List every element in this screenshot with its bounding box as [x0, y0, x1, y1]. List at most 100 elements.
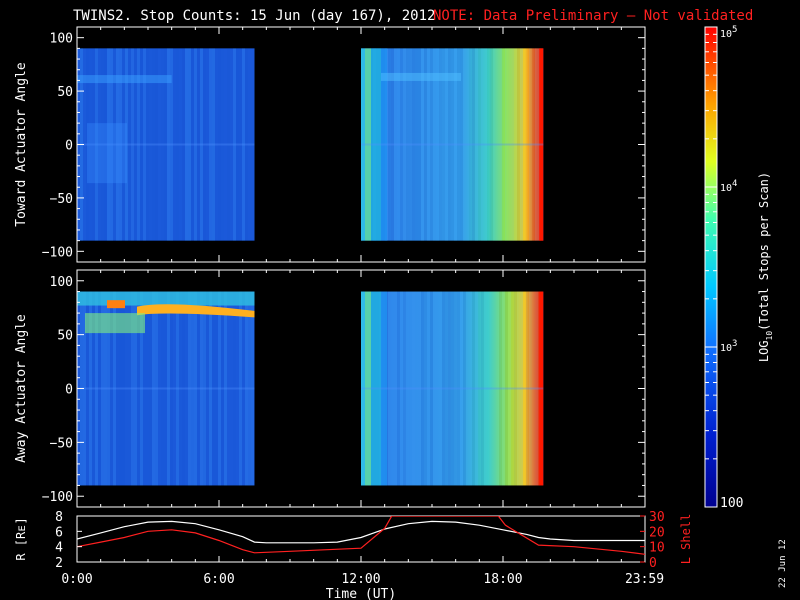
heatmap-stripe	[511, 291, 514, 486]
heatmap-stripe	[472, 291, 475, 486]
heatmap-stripe	[454, 48, 457, 241]
heatmap-stripe	[197, 291, 200, 486]
y-tick-label: 0	[65, 139, 73, 154]
heatmap-stripe	[251, 291, 254, 486]
heatmap-stripe	[481, 48, 484, 241]
heatmap-stripe	[475, 48, 478, 241]
heatmap-stripe	[466, 48, 469, 241]
heatmap-stripe	[427, 291, 430, 486]
heatmap-stripe	[101, 48, 104, 241]
heatmap-stripe	[505, 291, 508, 486]
heatmap-stripe	[248, 291, 251, 486]
heatmap-stripe	[209, 291, 212, 486]
heatmap-stripe	[206, 48, 209, 241]
heatmap-stripe	[436, 291, 439, 486]
heatmap-stripe	[110, 48, 113, 241]
colorbar-tick-exp: 4	[732, 179, 737, 189]
heatmap-stripe	[469, 291, 472, 486]
heatmap-stripe	[194, 48, 197, 241]
colorbar-tick-base: 10	[720, 343, 732, 354]
heatmap-stripe	[469, 48, 472, 241]
heatmap-stripe	[475, 291, 478, 486]
heatmap-fill	[361, 291, 544, 486]
heatmap-stripe	[463, 291, 466, 486]
heatmap-stripe	[499, 48, 502, 241]
zero-band	[77, 387, 255, 390]
y-tick-label: 100	[50, 275, 73, 290]
heatmap-stripe	[158, 291, 161, 486]
heatmap-stripe	[517, 48, 520, 241]
heatmap-stripe	[170, 291, 173, 486]
heatmap-stripe	[191, 48, 194, 241]
heatmap-stripe	[230, 48, 233, 241]
heatmap-stripe	[388, 291, 391, 486]
heatmap-stripe	[529, 48, 532, 241]
heatmap-stripe	[421, 48, 424, 241]
colorbar-label-suffix: (Total Stops per Scan)	[757, 172, 771, 331]
x-tick-label: 12:00	[341, 572, 380, 587]
heatmap-stripe	[212, 291, 215, 486]
heatmap-stripe	[505, 48, 508, 241]
heatmap-stripe	[251, 48, 254, 241]
y-axis-label: Away Actuator Angle	[14, 314, 29, 463]
heatmap-stripe	[454, 291, 457, 486]
heatmap-stripe	[212, 48, 215, 241]
heatmap-stripe	[502, 291, 505, 486]
x-tick-label: 18:00	[483, 572, 522, 587]
heatmap-stripe	[388, 48, 391, 241]
heatmap-stripe	[418, 291, 421, 486]
heatmap-stripe	[218, 291, 221, 486]
panel-frame	[76, 515, 646, 563]
heatmap-stripe	[472, 48, 475, 241]
heatmap-stripe	[116, 291, 119, 486]
heatmap-stripe	[176, 291, 179, 486]
heatmap-stripe	[164, 48, 167, 241]
heatmap-stripe	[143, 291, 146, 486]
top-band	[77, 291, 255, 306]
colorbar-tick-label: 104	[720, 179, 737, 194]
heatmap-stripe	[496, 291, 499, 486]
date-stamp: 22 Jun 12	[778, 539, 788, 588]
x-tick-label: 6:00	[203, 572, 234, 587]
heatmap-column	[371, 48, 381, 241]
heatmap-column	[371, 291, 381, 486]
heatmap-stripe	[227, 291, 230, 486]
bright-patch	[87, 123, 127, 184]
y-tick-label: 50	[57, 329, 73, 344]
colorbar-tick-base: 100	[720, 496, 743, 511]
heatmap-stripe	[406, 291, 409, 486]
left-tick-label: 6	[55, 525, 63, 540]
heatmap-stripe	[203, 48, 206, 241]
heatmap-stripe	[460, 291, 463, 486]
heatmap-stripe	[445, 291, 448, 486]
heatmap-stripe	[484, 48, 487, 241]
heatmap-stripe	[119, 291, 122, 486]
heatmap-stripe	[433, 48, 436, 241]
heatmap-stripe	[200, 291, 203, 486]
heatmap-stripe	[490, 48, 493, 241]
heatmap-column	[381, 291, 387, 486]
heatmap-stripe	[236, 291, 239, 486]
upper-band	[77, 75, 172, 84]
y-tick-label: −50	[50, 192, 73, 207]
heatmap-stripe	[245, 48, 248, 241]
heatmap-stripe	[511, 48, 514, 241]
heatmap-stripe	[236, 48, 239, 241]
heatmap-stripe	[433, 291, 436, 486]
heatmap-stripe	[89, 291, 92, 486]
y-tick-label: −100	[42, 245, 73, 260]
heatmap-segment	[361, 291, 544, 486]
heatmap-stripe	[194, 291, 197, 486]
y-tick-label: 0	[65, 383, 73, 398]
heatmap-stripe	[391, 291, 394, 486]
heatmap-stripe	[131, 48, 134, 241]
heatmap-stripe	[233, 48, 236, 241]
heatmap-stripe	[107, 291, 110, 486]
heatmap-stripe	[215, 291, 218, 486]
enhancement-band	[137, 304, 255, 318]
zero-band	[361, 143, 544, 146]
heatmap-stripe	[218, 48, 221, 241]
heatmap-stripe	[439, 48, 442, 241]
heatmap-stripe	[140, 48, 143, 241]
